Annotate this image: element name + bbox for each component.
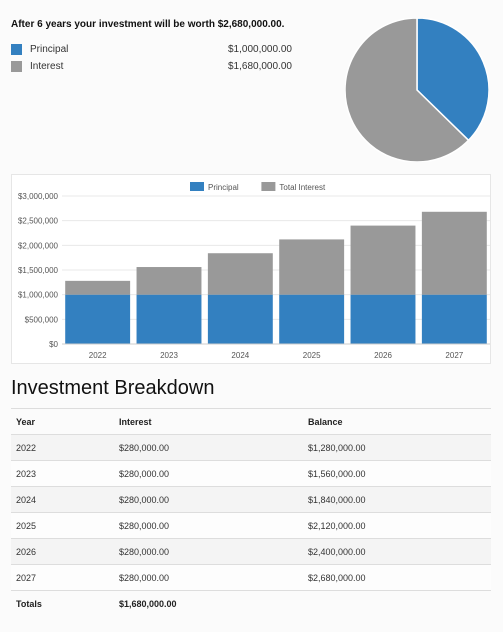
table-row: 2024 $280,000.00 $1,840,000.00 [11,486,491,513]
row-interest: $280,000.00 [119,494,170,505]
row-balance: $2,120,000.00 [308,520,366,531]
interest-swatch [11,61,22,72]
row-balance: $2,400,000.00 [308,546,366,557]
bar-total-interest-2024 [207,253,273,295]
bar-total-interest-2022 [65,280,131,295]
bar-total-interest-2027 [421,211,487,295]
summary-row-principal: Principal $1,000,000.00 [11,41,331,58]
bar-principal-2026 [350,294,416,344]
totals-balance [303,591,491,617]
investment-summary: After 6 years your investment will be wo… [11,19,331,75]
principal-value: $1,000,000.00 [228,44,292,55]
interest-value: $1,680,000.00 [228,61,292,72]
totals-label: Totals [16,598,42,609]
x-tick-label: 2022 [89,351,107,360]
summary-row-interest: Interest $1,680,000.00 [11,58,331,75]
totals-interest: $1,680,000.00 [119,598,177,609]
bar-total-interest-2023 [136,267,202,295]
breakdown-title: Investment Breakdown [11,377,215,399]
table-row: 2022 $280,000.00 $1,280,000.00 [11,434,491,461]
summary-headline: After 6 years your investment will be wo… [11,19,285,30]
pie-slice-interest [344,17,470,163]
y-tick-label: $0 [49,340,58,349]
y-tick-label: $500,000 [25,315,59,324]
row-year: 2022 [16,442,37,453]
x-tick-label: 2024 [231,351,249,360]
bar-principal-2022 [65,294,131,344]
pie-slice-principal [416,17,490,142]
principal-swatch [11,44,22,55]
bar-principal-2025 [279,294,345,344]
header-year: Year [16,416,36,427]
legend-swatch [261,182,276,191]
row-balance: $1,560,000.00 [308,468,366,479]
legend-swatch [190,182,204,191]
row-year: 2026 [16,546,37,557]
y-tick-label: $2,000,000 [18,241,59,250]
table-row: 2023 $280,000.00 $1,560,000.00 [11,460,491,487]
y-tick-label: $1,500,000 [18,266,59,275]
bar-legend: Principal Total Interest [190,182,326,192]
row-balance: $2,680,000.00 [308,572,366,583]
table-row: 2026 $280,000.00 $2,400,000.00 [11,538,491,565]
table-row: 2025 $280,000.00 $2,120,000.00 [11,512,491,539]
bar-total-interest-2025 [279,239,345,295]
row-year: 2023 [16,468,37,479]
legend-label: Total Interest [279,183,326,192]
table-header-row: Year Interest Balance [11,408,491,435]
legend-label: Principal [208,183,239,192]
header-interest: Interest [119,416,152,427]
row-interest: $280,000.00 [119,546,170,557]
row-balance: $1,840,000.00 [308,494,366,505]
y-tick-label: $2,500,000 [18,217,59,226]
pie-chart [344,17,490,163]
row-year: 2025 [16,520,37,531]
x-tick-label: 2025 [303,351,321,360]
pie-chart-svg [344,17,490,163]
bar-total-interest-2026 [350,225,416,295]
header-balance: Balance [308,416,343,427]
y-tick-label: $3,000,000 [18,192,59,201]
totals-row: Totals $1,680,000.00 [11,591,491,617]
row-interest: $280,000.00 [119,572,170,583]
row-interest: $280,000.00 [119,468,170,479]
row-balance: $1,280,000.00 [308,442,366,453]
x-tick-label: 2023 [160,351,178,360]
table-row: 2027 $280,000.00 $2,680,000.00 [11,564,491,591]
row-interest: $280,000.00 [119,520,170,531]
bar-principal-2024 [207,294,273,344]
row-year: 2027 [16,572,37,583]
x-tick-label: 2026 [374,351,392,360]
row-year: 2024 [16,494,37,505]
bar-principal-2023 [136,294,202,344]
y-tick-label: $1,000,000 [18,291,59,300]
x-tick-label: 2027 [445,351,463,360]
balance-bar-chart: Principal Total Interest $0 $500,000 $1,000,… [11,174,491,364]
breakdown-table: Year Interest Balance 2022 $280,000.00 $… [11,408,491,616]
bar-principal-2027 [421,294,487,344]
row-interest: $280,000.00 [119,442,170,453]
principal-label: Principal [30,44,69,55]
bar-chart-svg: Principal Total Interest $0 $500,000 $1,000,… [18,182,490,360]
interest-label: Interest [30,61,64,72]
